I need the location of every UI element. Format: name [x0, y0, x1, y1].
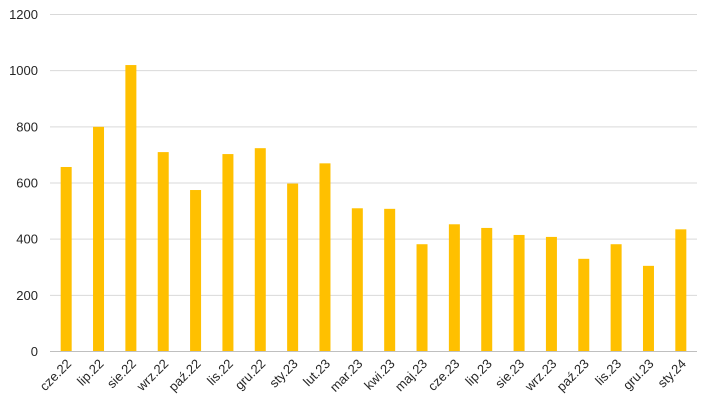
- y-tick-label: 0: [31, 344, 38, 359]
- gridlines: [50, 14, 697, 296]
- bar-gru.23: [642, 265, 654, 352]
- x-category-label: lip.22: [74, 356, 107, 389]
- bar-mar.23: [351, 208, 363, 352]
- x-category-label: paź.22: [165, 356, 203, 394]
- x-category-label: paź.23: [554, 356, 592, 394]
- x-category-label: mar.23: [327, 356, 366, 395]
- x-category-label: sie.23: [492, 356, 527, 391]
- bar-lis.23: [610, 244, 622, 352]
- bar-lip.23: [481, 227, 493, 352]
- x-category-label: lip.23: [462, 356, 495, 389]
- x-category-label: lis.22: [204, 356, 236, 388]
- x-category-label: sty.23: [266, 356, 300, 390]
- y-tick-label: 400: [16, 232, 38, 247]
- x-category-label: wrz.23: [521, 356, 559, 394]
- bar-sie.23: [513, 234, 525, 352]
- bar-wrz.22: [157, 152, 169, 352]
- x-category-label: wrz.22: [133, 356, 171, 394]
- bar-sty.23: [287, 183, 299, 352]
- bar-wrz.23: [545, 236, 557, 352]
- y-tick-label: 800: [16, 119, 38, 134]
- x-category-label: maj.23: [392, 356, 430, 394]
- bar-paź.22: [190, 190, 202, 352]
- y-tick-label: 200: [16, 288, 38, 303]
- bar-lip.22: [93, 126, 105, 352]
- bar-lut.23: [319, 163, 331, 352]
- y-tick-label: 600: [16, 176, 38, 191]
- bar-kwi.23: [384, 208, 396, 352]
- bar-sty.24: [675, 229, 687, 352]
- y-tick-label: 1000: [9, 63, 38, 78]
- bar-lis.22: [222, 154, 234, 352]
- x-category-label: gru.23: [620, 356, 657, 393]
- x-category-label: lis.23: [592, 356, 624, 388]
- x-category-label: cze.23: [425, 356, 463, 394]
- bar-maj.23: [416, 244, 428, 352]
- bar-cze.22: [60, 166, 72, 352]
- bar-sie.22: [125, 65, 137, 352]
- bar-cze.23: [448, 224, 460, 352]
- bar-gru.22: [254, 148, 266, 352]
- y-axis-tick-labels: 0 200 400 600 800 1000 1200: [9, 7, 38, 359]
- bar-paź.23: [578, 258, 590, 352]
- y-tick-label: 1200: [9, 7, 38, 22]
- x-category-label: sty.24: [654, 356, 688, 390]
- x-category-label: cze.22: [37, 356, 75, 394]
- x-category-label: kwi.23: [361, 356, 398, 393]
- x-category-label: gru.22: [232, 356, 269, 393]
- x-category-label: sie.22: [104, 356, 139, 391]
- bars: [60, 65, 687, 352]
